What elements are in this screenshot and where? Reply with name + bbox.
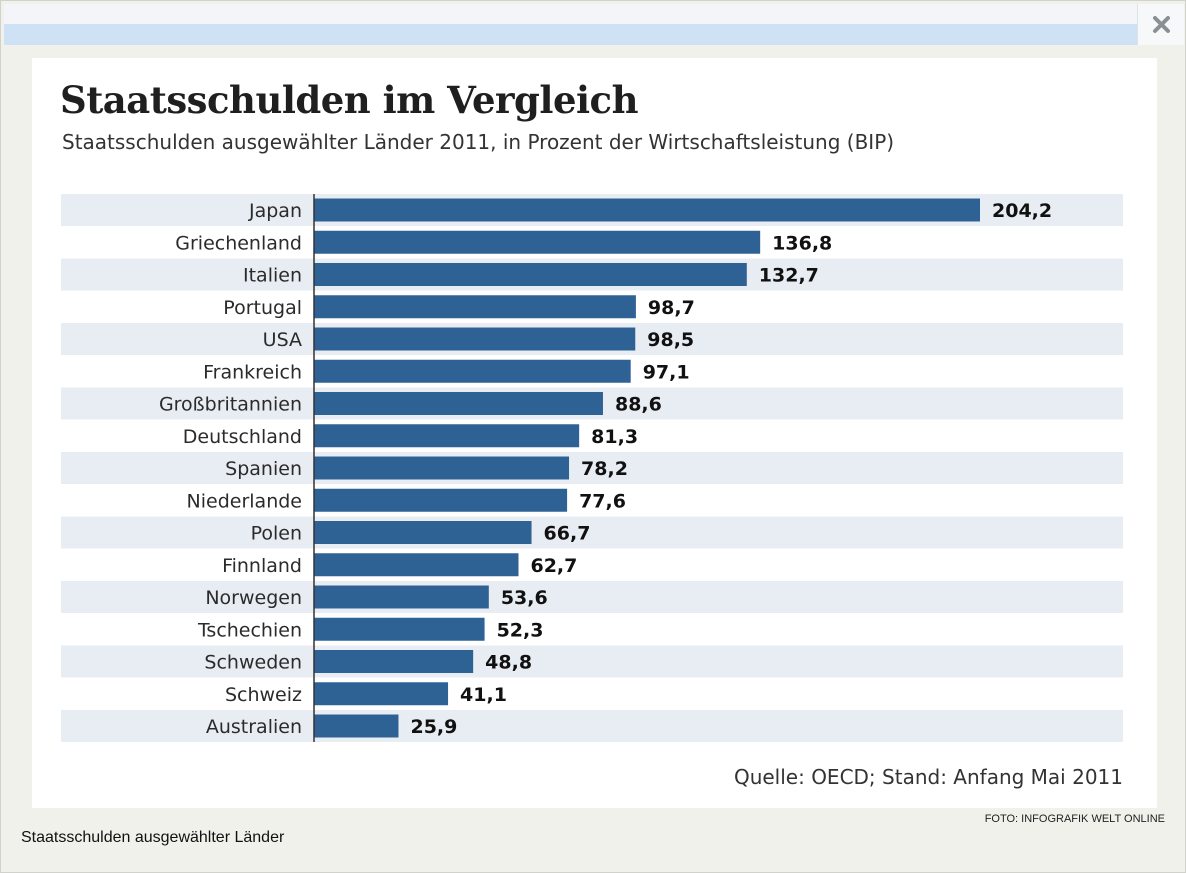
category-label: Norwegen bbox=[205, 587, 302, 609]
category-label: Frankreich bbox=[203, 361, 302, 383]
category-label: Spanien bbox=[225, 458, 302, 480]
bar bbox=[314, 682, 449, 706]
value-label: 25,9 bbox=[410, 716, 457, 738]
value-label: 53,6 bbox=[501, 587, 548, 609]
category-label: Niederlande bbox=[187, 490, 302, 512]
category-label: Griechenland bbox=[175, 232, 302, 254]
image-caption: Staatsschulden ausgewählter Länder bbox=[21, 829, 285, 846]
category-label: Schweiz bbox=[225, 684, 302, 706]
value-label: 62,7 bbox=[530, 555, 577, 577]
bar bbox=[314, 553, 519, 577]
bar bbox=[314, 424, 580, 448]
category-label: Japan bbox=[248, 200, 302, 222]
row-band bbox=[61, 710, 1123, 742]
value-label: 41,1 bbox=[460, 684, 507, 706]
category-label: Schweden bbox=[204, 652, 302, 674]
value-label: 48,8 bbox=[485, 652, 532, 674]
bar bbox=[314, 714, 399, 738]
value-label: 77,6 bbox=[579, 490, 626, 512]
value-label: 88,6 bbox=[615, 394, 662, 416]
value-label: 98,7 bbox=[648, 297, 695, 319]
category-label: Italien bbox=[243, 265, 302, 287]
category-label: Australien bbox=[206, 716, 302, 738]
row-band bbox=[61, 516, 1123, 549]
close-button[interactable] bbox=[1137, 4, 1184, 45]
value-label: 204,2 bbox=[992, 200, 1052, 222]
category-label: Polen bbox=[251, 523, 302, 545]
category-label: Deutschland bbox=[183, 426, 302, 448]
chart-source: Quelle: OECD; Stand: Anfang Mai 2011 bbox=[733, 765, 1123, 789]
value-label: 97,1 bbox=[643, 361, 690, 383]
row-band bbox=[61, 581, 1123, 613]
bar bbox=[314, 650, 474, 673]
value-label: 132,7 bbox=[759, 265, 819, 287]
close-icon[interactable] bbox=[1152, 15, 1171, 34]
category-label: USA bbox=[263, 329, 302, 351]
value-label: 81,3 bbox=[591, 426, 638, 448]
bar bbox=[314, 263, 747, 286]
category-label: Großbritannien bbox=[159, 394, 302, 416]
category-label: Portugal bbox=[223, 297, 302, 319]
bar bbox=[314, 327, 636, 351]
bar bbox=[314, 295, 636, 319]
infographic-card: Japan 204,2 Griechenland 136,8 Italien 132,7 P… bbox=[32, 58, 1157, 808]
bar bbox=[314, 521, 532, 544]
chart-title: Staatsschulden im Vergleich bbox=[60, 78, 638, 122]
bar bbox=[314, 392, 603, 415]
bar bbox=[314, 456, 570, 480]
value-label: 78,2 bbox=[581, 458, 628, 480]
bar bbox=[314, 488, 568, 512]
header-strip bbox=[4, 24, 1138, 45]
bar bbox=[314, 359, 631, 383]
category-label: Tschechien bbox=[197, 619, 302, 641]
value-label: 136,8 bbox=[772, 232, 832, 254]
value-label: 66,7 bbox=[544, 523, 591, 545]
lightbox-header bbox=[4, 4, 1184, 45]
photo-credit: FOTO: INFOGRAFIK WELT ONLINE bbox=[984, 813, 1165, 825]
bar bbox=[314, 230, 761, 254]
value-label: 52,3 bbox=[497, 619, 544, 641]
value-label: 98,5 bbox=[647, 329, 694, 351]
bar bbox=[314, 585, 489, 609]
bar bbox=[314, 198, 980, 222]
chart-subtitle: Staatsschulden ausgewählter Länder 2011,… bbox=[62, 130, 895, 154]
bar-chart: Japan 204,2 Griechenland 136,8 Italien 132,7 P… bbox=[61, 194, 1123, 742]
bar bbox=[314, 617, 485, 641]
row-band bbox=[61, 452, 1123, 484]
row-band bbox=[61, 645, 1123, 678]
category-label: Finnland bbox=[222, 555, 302, 577]
